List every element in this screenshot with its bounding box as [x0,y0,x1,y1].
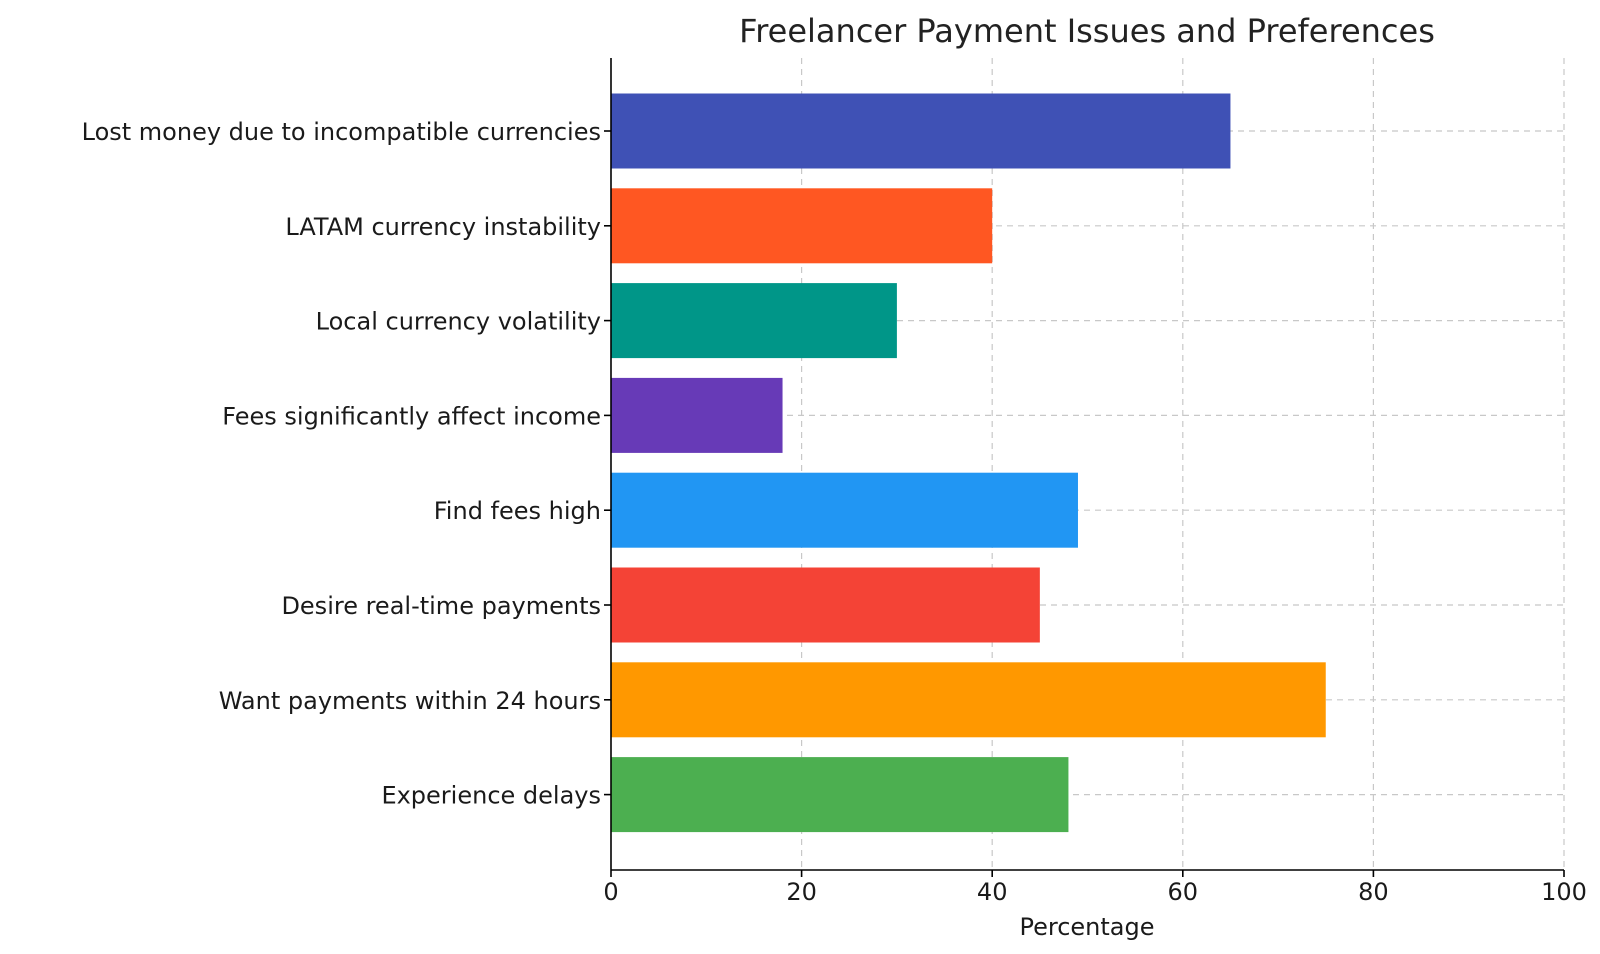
category-label: Want payments within 24 hours [219,687,601,715]
category-label: Fees significantly affect income [222,402,601,430]
bar [611,472,1078,548]
category-label: Lost money due to incompatible currencie… [82,118,601,146]
x-axis-label: Percentage [1019,913,1154,941]
category-label: Desire real-time payments [281,592,601,620]
x-ticks: 0 20 40 60 80 100 [603,130,1587,906]
category-labels: Lost money due to incompatible currencie… [82,118,601,810]
category-label: Experience delays [381,782,601,810]
x-tick-label: 40 [977,878,1008,906]
category-label: LATAM currency instability [285,213,601,241]
bar [611,662,1326,738]
x-tick-label: 100 [1541,878,1587,906]
x-tick-label: 80 [1358,878,1389,906]
bar [611,188,993,264]
x-tick-label: 20 [786,878,817,906]
bar [611,567,1040,643]
axes [610,58,1564,871]
category-label: Local currency volatility [316,308,601,336]
gridlines [611,58,1565,870]
bar [611,93,1231,169]
bar [611,757,1069,833]
x-tick-label: 0 [603,878,618,906]
bar [611,283,897,359]
x-tick-label: 60 [1168,878,1199,906]
chart-title: Freelancer Payment Issues and Preference… [739,12,1435,50]
bar [611,377,783,453]
bars [611,93,1326,833]
category-label: Find fees high [434,497,601,525]
